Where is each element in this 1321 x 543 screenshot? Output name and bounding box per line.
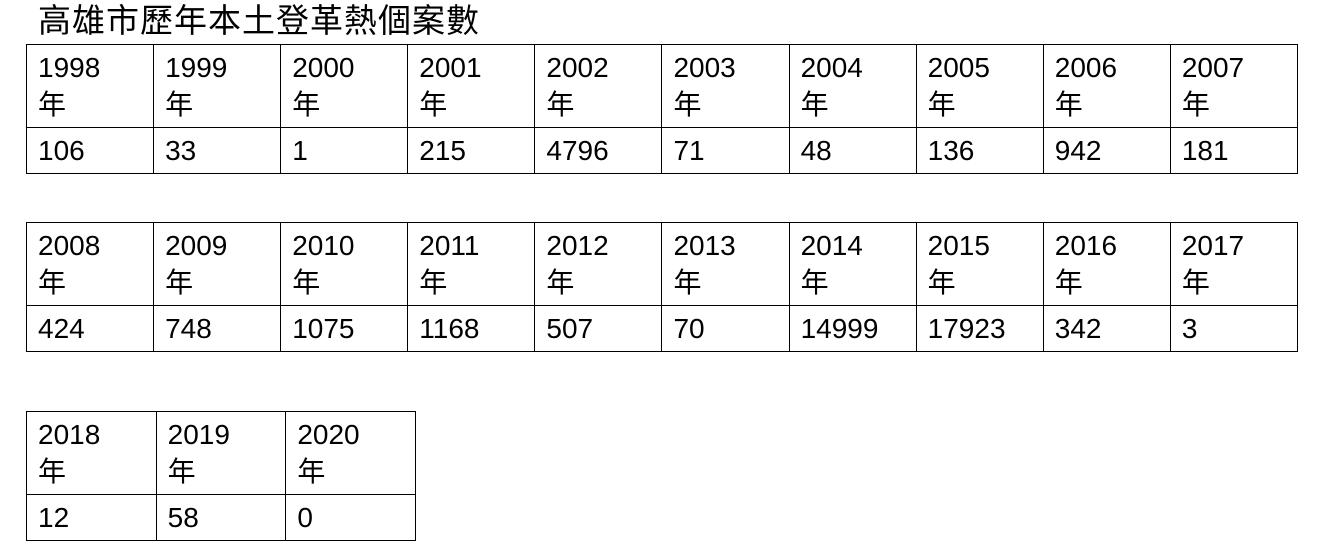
case-count-cell: 3 — [1169, 305, 1299, 352]
case-count-row: 106 33 1 215 4796 71 48 136 942 181 — [25, 127, 1299, 174]
case-count-cell: 17923 — [915, 305, 1044, 352]
year-header-cell: 2008 年 — [25, 222, 155, 306]
year-header-row: 2018 年 2019 年 2020 年 — [26, 411, 416, 495]
case-count-cell: 748 — [153, 305, 282, 352]
case-count-cell: 70 — [661, 305, 790, 352]
case-count-cell: 71 — [661, 127, 790, 174]
case-count-row: 12 58 0 — [26, 494, 416, 541]
case-count-cell: 33 — [153, 127, 282, 174]
year-header-cell: 2001 年 — [407, 44, 536, 128]
page-title: 高雄市歷年本土登革熱個案數 — [38, 2, 480, 39]
case-count-cell: 215 — [407, 127, 536, 174]
year-header-cell: 2000 年 — [280, 44, 409, 128]
year-header-cell: 2003 年 — [661, 44, 790, 128]
case-count-cell: 507 — [534, 305, 663, 352]
year-header-cell: 2015 年 — [915, 222, 1044, 306]
year-header-cell: 2005 年 — [915, 44, 1044, 128]
case-count-cell: 58 — [155, 494, 287, 541]
year-header-cell: 2019 年 — [155, 411, 287, 495]
year-header-cell: 2014 年 — [788, 222, 917, 306]
case-count-cell: 14999 — [788, 305, 917, 352]
year-header-cell: 2017 年 — [1169, 222, 1299, 306]
case-count-row: 424 748 1075 1168 507 70 14999 17923 342… — [25, 305, 1299, 352]
year-header-cell: 2009 年 — [153, 222, 282, 306]
case-count-cell: 48 — [788, 127, 917, 174]
year-header-cell: 2013 年 — [661, 222, 790, 306]
year-header-row: 1998 年 1999 年 2000 年 2001 年 2002 年 2003 … — [25, 44, 1299, 128]
case-count-cell: 0 — [285, 494, 416, 541]
cases-table-2018-2020: 2018 年 2019 年 2020 年 12 58 0 — [26, 411, 416, 541]
year-header-cell: 2018 年 — [26, 411, 157, 495]
case-count-cell: 942 — [1042, 127, 1171, 174]
case-count-cell: 342 — [1042, 305, 1171, 352]
year-header-cell: 2011 年 — [407, 222, 536, 306]
case-count-cell: 1 — [280, 127, 409, 174]
year-header-cell: 1998 年 — [25, 44, 155, 128]
cases-table-1998-2007: 1998 年 1999 年 2000 年 2001 年 2002 年 2003 … — [25, 44, 1299, 174]
year-header-cell: 2012 年 — [534, 222, 663, 306]
year-header-cell: 2006 年 — [1042, 44, 1171, 128]
year-header-cell: 2004 年 — [788, 44, 917, 128]
year-header-cell: 2002 年 — [534, 44, 663, 128]
cases-table-2008-2017: 2008 年 2009 年 2010 年 2011 年 2012 年 2013 … — [25, 222, 1299, 352]
case-count-cell: 12 — [26, 494, 157, 541]
case-count-cell: 136 — [915, 127, 1044, 174]
year-header-cell: 2020 年 — [285, 411, 416, 495]
case-count-cell: 4796 — [534, 127, 663, 174]
case-count-cell: 106 — [25, 127, 155, 174]
year-header-cell: 2016 年 — [1042, 222, 1171, 306]
case-count-cell: 181 — [1169, 127, 1299, 174]
year-header-cell: 1999 年 — [153, 44, 282, 128]
case-count-cell: 1168 — [407, 305, 536, 352]
case-count-cell: 424 — [25, 305, 155, 352]
year-header-cell: 2010 年 — [280, 222, 409, 306]
year-header-row: 2008 年 2009 年 2010 年 2011 年 2012 年 2013 … — [25, 222, 1299, 306]
year-header-cell: 2007 年 — [1169, 44, 1299, 128]
case-count-cell: 1075 — [280, 305, 409, 352]
